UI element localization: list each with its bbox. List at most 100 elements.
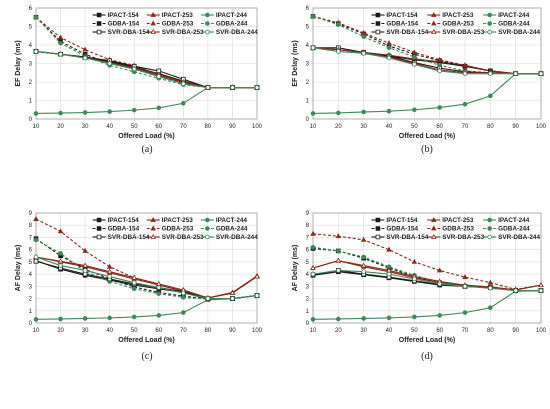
legend-marker-SVR-DBA-154 bbox=[375, 234, 381, 240]
x-tick-label: 80 bbox=[205, 328, 212, 334]
data-point-IPACT-244 bbox=[156, 105, 162, 111]
data-point-SVR-DBA-244 bbox=[254, 293, 260, 298]
legend-marker-GDBA-154 bbox=[375, 21, 381, 26]
data-point-GDBA-253 bbox=[82, 46, 88, 52]
x-tick-label: 70 bbox=[462, 328, 469, 334]
x-tick-label: 40 bbox=[386, 328, 393, 334]
y-tick-label: 8 bbox=[306, 223, 310, 229]
x-tick-label: 60 bbox=[155, 328, 162, 334]
data-point-GDBA-253 bbox=[82, 247, 88, 253]
legend-label-SVR-DBA-253: SVR-DBA-253 bbox=[442, 234, 484, 241]
data-point-SVR-DBA-154 bbox=[33, 258, 39, 264]
data-point-IPACT-244 bbox=[361, 109, 366, 115]
y-tick-label: 1 bbox=[29, 309, 33, 315]
data-point-IPACT-244 bbox=[361, 316, 366, 321]
legend-label-SVR-DBA-154: SVR-DBA-154 bbox=[386, 29, 428, 36]
x-tick-label: 30 bbox=[82, 328, 89, 334]
data-point-IPACT-244 bbox=[336, 110, 341, 116]
y-tick-label: 0 bbox=[29, 117, 33, 123]
x-tick-label: 10 bbox=[310, 124, 317, 130]
data-point-GDBA-244 bbox=[58, 40, 63, 46]
legend-label-SVR-DBA-244: SVR-DBA-244 bbox=[216, 234, 258, 241]
y-tick-label: 7 bbox=[306, 235, 310, 241]
data-point-SVR-DBA-244 bbox=[82, 268, 88, 273]
data-point-SVR-DBA-244 bbox=[538, 288, 544, 293]
series-line-GDBA-154 bbox=[35, 238, 258, 300]
y-tick-label: 4 bbox=[306, 43, 310, 49]
data-point-IPACT-244 bbox=[437, 105, 442, 110]
data-point-GDBA-253 bbox=[487, 279, 494, 285]
legend-marker-SVR-DBA-253 bbox=[150, 29, 156, 34]
legend-label-IPACT-154: IPACT-154 bbox=[386, 12, 418, 19]
data-point-GDBA-244 bbox=[336, 22, 341, 27]
x-tick-label: 50 bbox=[131, 328, 138, 334]
data-point-SVR-DBA-253 bbox=[131, 274, 137, 280]
x-axis-label: Offered Load (%) bbox=[118, 133, 174, 140]
data-point-GDBA-244 bbox=[361, 254, 366, 260]
series-line-IPACT-253 bbox=[312, 260, 542, 291]
legend-marker-GDBA-154 bbox=[96, 21, 102, 26]
x-tick-label: 10 bbox=[33, 124, 40, 130]
legend-label-SVR-DBA-253: SVR-DBA-253 bbox=[162, 234, 204, 241]
series-line-SVR-DBA-244 bbox=[312, 269, 541, 292]
legend-label-GDBA-253: GDBA-253 bbox=[162, 226, 194, 233]
y-tick-label: 7 bbox=[29, 235, 33, 241]
data-point-IPACT-244 bbox=[82, 110, 88, 115]
x-tick-label: 50 bbox=[411, 124, 418, 130]
y-tick-label: 2 bbox=[29, 297, 33, 303]
data-point-SVR-DBA-154 bbox=[82, 271, 88, 277]
series-line-IPACT-244 bbox=[312, 290, 542, 320]
y-tick-label: 0 bbox=[306, 321, 310, 327]
data-point-IPACT-244 bbox=[181, 310, 186, 315]
data-point-GDBA-253 bbox=[33, 216, 39, 222]
x-tick-label: 50 bbox=[131, 124, 138, 130]
data-point-SVR-DBA-244 bbox=[488, 71, 493, 76]
legend-marker-GDBA-253 bbox=[150, 20, 156, 26]
data-point-GDBA-244 bbox=[156, 291, 162, 296]
legend-label-SVR-DBA-244: SVR-DBA-244 bbox=[498, 234, 540, 241]
legend-marker-IPACT-253 bbox=[431, 12, 437, 17]
series-line-GDBA-154 bbox=[35, 16, 257, 89]
legend-marker-IPACT-244 bbox=[205, 12, 210, 18]
plot-frame bbox=[312, 7, 542, 120]
data-point-SVR-DBA-244 bbox=[310, 271, 316, 277]
y-tick-label: 6 bbox=[306, 6, 310, 12]
data-point-GDBA-244 bbox=[361, 34, 366, 39]
legend-marker-SVR-DBA-244 bbox=[205, 234, 210, 240]
data-point-SVR-DBA-244 bbox=[58, 51, 63, 57]
legend-label-IPACT-154: IPACT-154 bbox=[108, 12, 140, 19]
series-line-GDBA-244 bbox=[35, 239, 258, 300]
y-tick-label: 3 bbox=[29, 284, 33, 290]
x-tick-label: 30 bbox=[82, 124, 89, 130]
x-tick-label: 20 bbox=[335, 124, 342, 130]
legend-label-IPACT-253: IPACT-253 bbox=[162, 12, 194, 19]
data-point-GDBA-244 bbox=[33, 14, 39, 20]
y-axis-label: EF Delay (ms) bbox=[292, 40, 299, 86]
x-tick-label: 20 bbox=[335, 328, 342, 334]
data-point-GDBA-253 bbox=[386, 246, 392, 252]
legend-marker-IPACT-244 bbox=[487, 217, 492, 223]
legend-marker-GDBA-244 bbox=[205, 21, 210, 26]
data-point-SVR-DBA-244 bbox=[462, 71, 468, 76]
data-point-IPACT-244 bbox=[462, 101, 468, 107]
data-point-IPACT-244 bbox=[488, 93, 493, 99]
legend-marker-GDBA-253 bbox=[431, 20, 437, 26]
legend-marker-IPACT-253 bbox=[150, 217, 156, 222]
data-point-SVR-DBA-244 bbox=[131, 280, 137, 285]
x-axis-label: Offered Load (%) bbox=[118, 337, 174, 344]
data-point-SVR-DBA-244 bbox=[336, 268, 341, 273]
data-point-SVR-DBA-244 bbox=[361, 51, 366, 56]
legend-marker-IPACT-253 bbox=[431, 217, 437, 222]
series-line-SVR-DBA-253 bbox=[312, 260, 542, 291]
y-tick-label: 6 bbox=[29, 6, 33, 12]
data-point-GDBA-253 bbox=[462, 62, 468, 68]
legend-label-IPACT-154: IPACT-154 bbox=[108, 217, 140, 224]
x-axis-label: Offered Load (%) bbox=[399, 337, 455, 344]
y-tick-label: 2 bbox=[29, 80, 33, 86]
legend-marker-IPACT-244 bbox=[205, 217, 210, 223]
y-tick-label: 6 bbox=[306, 248, 310, 254]
y-axis-label: AF Delay (ms) bbox=[292, 245, 299, 292]
x-tick-label: 30 bbox=[360, 124, 367, 130]
legend-marker-SVR-DBA-154 bbox=[96, 234, 102, 240]
